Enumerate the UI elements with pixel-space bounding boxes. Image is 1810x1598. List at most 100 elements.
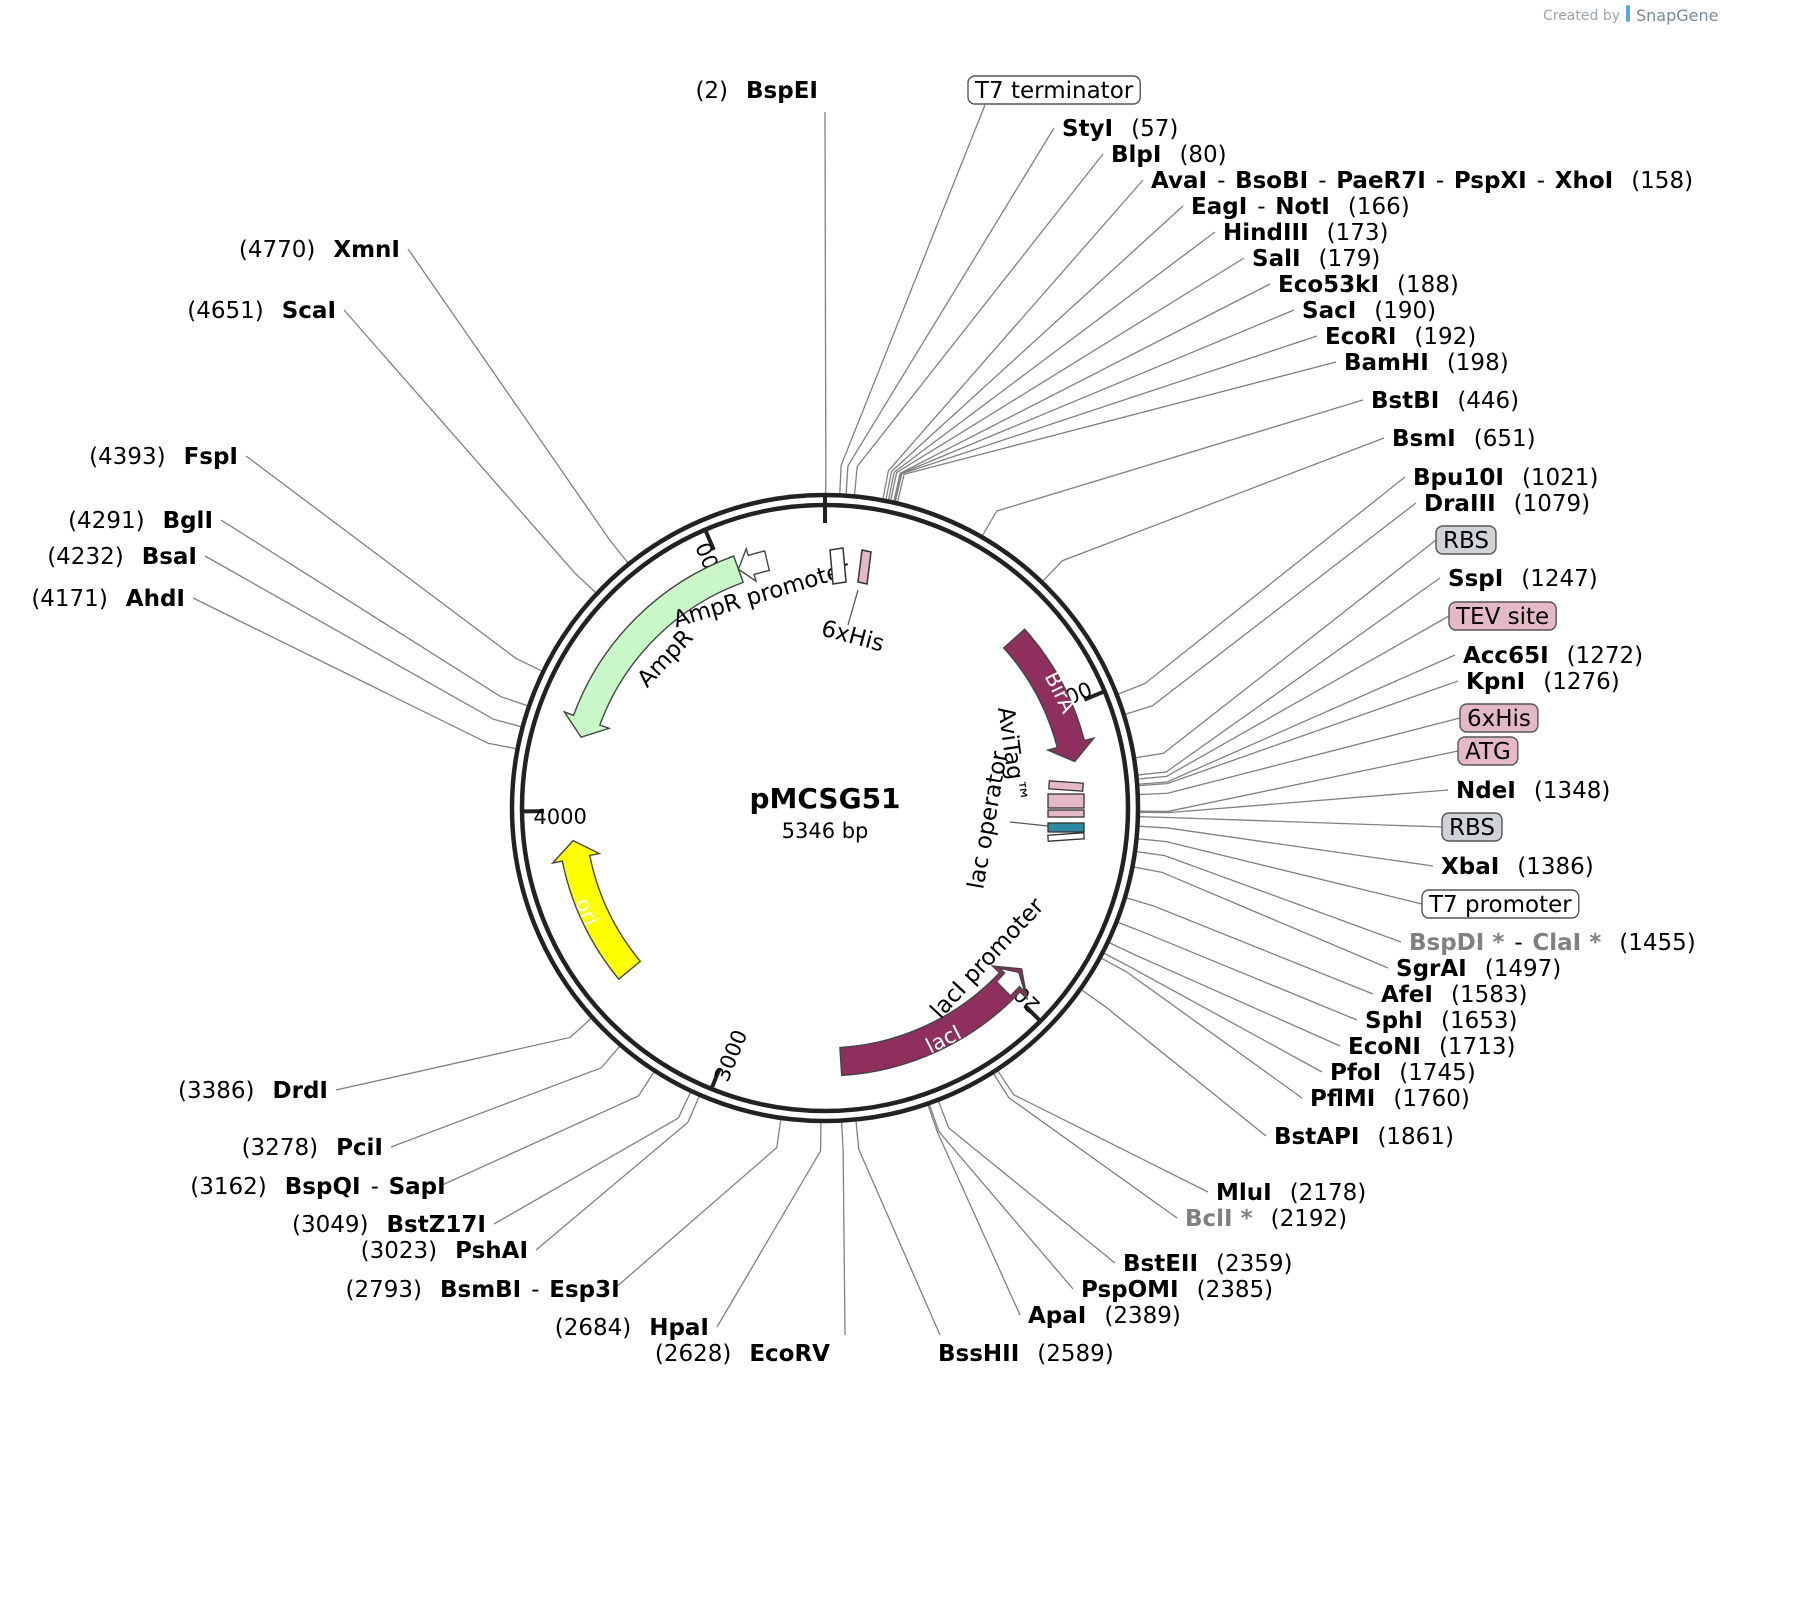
site-apai[interactable]: ApaI (2389) xyxy=(1028,1303,1181,1329)
apai-position: (2389) xyxy=(1104,1303,1180,1329)
t7-terminator-box xyxy=(967,75,1141,105)
site-bstbi[interactable]: BstBI (446) xyxy=(1371,388,1519,414)
hindiii-leader xyxy=(887,231,1216,500)
site-ecori[interactable]: EcoRI (192) xyxy=(1325,324,1476,350)
site-ecorv[interactable]: (2628) EcoRV xyxy=(655,1341,830,1367)
name-separator: - xyxy=(1257,194,1265,220)
bstz17i-position: (3049) xyxy=(292,1212,368,1238)
site-hpai[interactable]: (2684) HpaI xyxy=(555,1315,709,1341)
bsai-position: (4232) xyxy=(47,544,123,570)
site-saci[interactable]: SacI (190) xyxy=(1302,298,1436,324)
sgrai-name-0: SgrAI xyxy=(1396,956,1467,982)
site-bcli[interactable]: BclI * (2192) xyxy=(1185,1206,1347,1232)
laci-promoter-feature-arrow[interactable] xyxy=(995,967,1026,997)
site-pshai[interactable]: (3023) PshAI xyxy=(361,1238,528,1264)
ahdi-name-0: AhdI xyxy=(126,586,185,612)
bamhi-name-0: BamHI xyxy=(1344,350,1429,376)
site-eagi[interactable]: EagI - NotI (166) xyxy=(1191,194,1410,220)
avai-name-4: XhoI xyxy=(1555,168,1613,194)
lac-operator-glyph xyxy=(1047,822,1085,833)
site-bspei[interactable]: (2) BspEI xyxy=(695,78,818,104)
site-six-his-box[interactable]: 6xHis xyxy=(1459,703,1539,733)
bsmi-name-0: BsmI xyxy=(1392,426,1456,452)
mlui-name-0: MluI xyxy=(1216,1180,1272,1206)
six-his-tag-glyph xyxy=(1047,809,1085,818)
site-fspi[interactable]: (4393) FspI xyxy=(89,444,238,470)
site-eco53ki[interactable]: Eco53kI (188) xyxy=(1278,272,1459,298)
eco53ki-name-0: Eco53kI xyxy=(1278,272,1379,298)
site-ecoNI[interactable]: EcoNI (1713) xyxy=(1348,1034,1515,1060)
bstapi-leader xyxy=(1081,989,1267,1137)
site-pspomi[interactable]: PspOMI (2385) xyxy=(1081,1277,1273,1303)
site-sali[interactable]: SalI (179) xyxy=(1252,246,1380,272)
bspdi-name-1: ClaI * xyxy=(1532,930,1601,956)
site-sgrai[interactable]: SgrAI (1497) xyxy=(1396,956,1561,982)
kpni-leader xyxy=(1139,680,1459,787)
site-acc65i[interactable]: Acc65I (1272) xyxy=(1463,643,1643,669)
bstbi-name-0: BstBI xyxy=(1371,388,1439,414)
site-t7-promoter[interactable]: T7 promoter xyxy=(1421,889,1580,919)
blpi-position: (80) xyxy=(1179,142,1226,168)
site-rbs-2[interactable]: RBS xyxy=(1441,812,1503,842)
site-sspi[interactable]: SspI (1247) xyxy=(1448,566,1598,592)
six-his-box-leader xyxy=(1139,717,1461,796)
hpai-leader xyxy=(716,1122,822,1328)
site-scai[interactable]: (4651) ScaI xyxy=(187,298,336,324)
kpni-position: (1276) xyxy=(1543,669,1619,695)
site-xbai[interactable]: XbaI (1386) xyxy=(1441,854,1594,880)
hpai-position: (2684) xyxy=(555,1315,631,1341)
site-atg[interactable]: ATG xyxy=(1457,736,1519,766)
snapgene-credit[interactable]: Created by SnapGene xyxy=(1543,5,1719,25)
site-bpu10i[interactable]: Bpu10I (1021) xyxy=(1413,465,1598,491)
ecoNI-leader xyxy=(1109,942,1341,1047)
site-bgli[interactable]: (4291) BglI xyxy=(68,508,213,534)
site-tev-site[interactable]: TEV site xyxy=(1448,601,1557,631)
bsshii-name-0: BssHII xyxy=(938,1341,1019,1367)
ecorv-name-0: EcoRV xyxy=(749,1341,830,1367)
tev-site-glyph xyxy=(1048,780,1084,792)
site-bsmbi[interactable]: (2793) BsmBI - Esp3I xyxy=(345,1277,619,1303)
ampr-feature-arrow[interactable] xyxy=(562,555,745,738)
site-draiii[interactable]: DraIII (1079) xyxy=(1424,491,1590,517)
site-styi[interactable]: StyI (57) xyxy=(1062,116,1178,142)
site-pfoi[interactable]: PfoI (1745) xyxy=(1330,1060,1476,1086)
laci-feature-arrow[interactable] xyxy=(839,965,1029,1077)
site-bstapi[interactable]: BstAPI (1861) xyxy=(1274,1124,1454,1150)
ecori-position: (192) xyxy=(1414,324,1476,350)
ndei-position: (1348) xyxy=(1534,778,1610,804)
t7-terminator-glyph xyxy=(829,547,847,585)
ampr-promoter-feature-arrow[interactable] xyxy=(737,546,771,583)
site-drdi[interactable]: (3386) DrdI xyxy=(178,1078,328,1104)
site-bsai[interactable]: (4232) BsaI xyxy=(47,544,197,570)
name-separator: - xyxy=(1318,168,1326,194)
site-rbs-1[interactable]: RBS xyxy=(1435,525,1497,555)
site-bstz17i[interactable]: (3049) BstZ17I xyxy=(292,1212,486,1238)
site-pcii[interactable]: (3278) PciI xyxy=(242,1135,383,1161)
ori-feature-arrow[interactable] xyxy=(550,839,642,981)
site-ahdi[interactable]: (4171) AhdI xyxy=(31,586,185,612)
site-sphi[interactable]: SphI (1653) xyxy=(1365,1008,1517,1034)
rbs-1-leader xyxy=(1135,539,1437,759)
site-blpi[interactable]: BlpI (80) xyxy=(1111,142,1227,168)
site-t7-terminator[interactable]: T7 terminator xyxy=(967,75,1141,105)
site-bsshii[interactable]: BssHII (2589) xyxy=(938,1341,1114,1367)
bira-feature-arrow[interactable] xyxy=(1002,628,1096,763)
site-avai[interactable]: AvaI - BsoBI - PaeR7I - PspXI - XhoI (158) xyxy=(1151,168,1693,194)
site-xmni[interactable]: (4770) XmnI xyxy=(239,237,400,263)
site-afei[interactable]: AfeI (1583) xyxy=(1381,982,1527,1008)
site-bspqi[interactable]: (3162) BspQI - SapI xyxy=(190,1174,445,1200)
bsmbi-name-1: Esp3I xyxy=(549,1277,619,1303)
site-bspdi[interactable]: BspDI * - ClaI * (1455) xyxy=(1409,930,1696,956)
bsai-leader xyxy=(204,555,521,728)
apai-leader xyxy=(927,1105,1021,1316)
site-bsmi[interactable]: BsmI (651) xyxy=(1392,426,1536,452)
fspi-leader xyxy=(245,455,542,672)
site-kpni[interactable]: KpnI (1276) xyxy=(1466,669,1620,695)
site-mlui[interactable]: MluI (2178) xyxy=(1216,1180,1366,1206)
site-pflmi[interactable]: PflMI (1760) xyxy=(1310,1086,1470,1112)
site-bsteii[interactable]: BstEII (2359) xyxy=(1123,1251,1293,1277)
pcii-name-0: PciI xyxy=(336,1135,383,1161)
site-bamhi[interactable]: BamHI (198) xyxy=(1344,350,1509,376)
site-hindiii[interactable]: HindIII (173) xyxy=(1223,220,1389,246)
site-ndei[interactable]: NdeI (1348) xyxy=(1456,778,1610,804)
